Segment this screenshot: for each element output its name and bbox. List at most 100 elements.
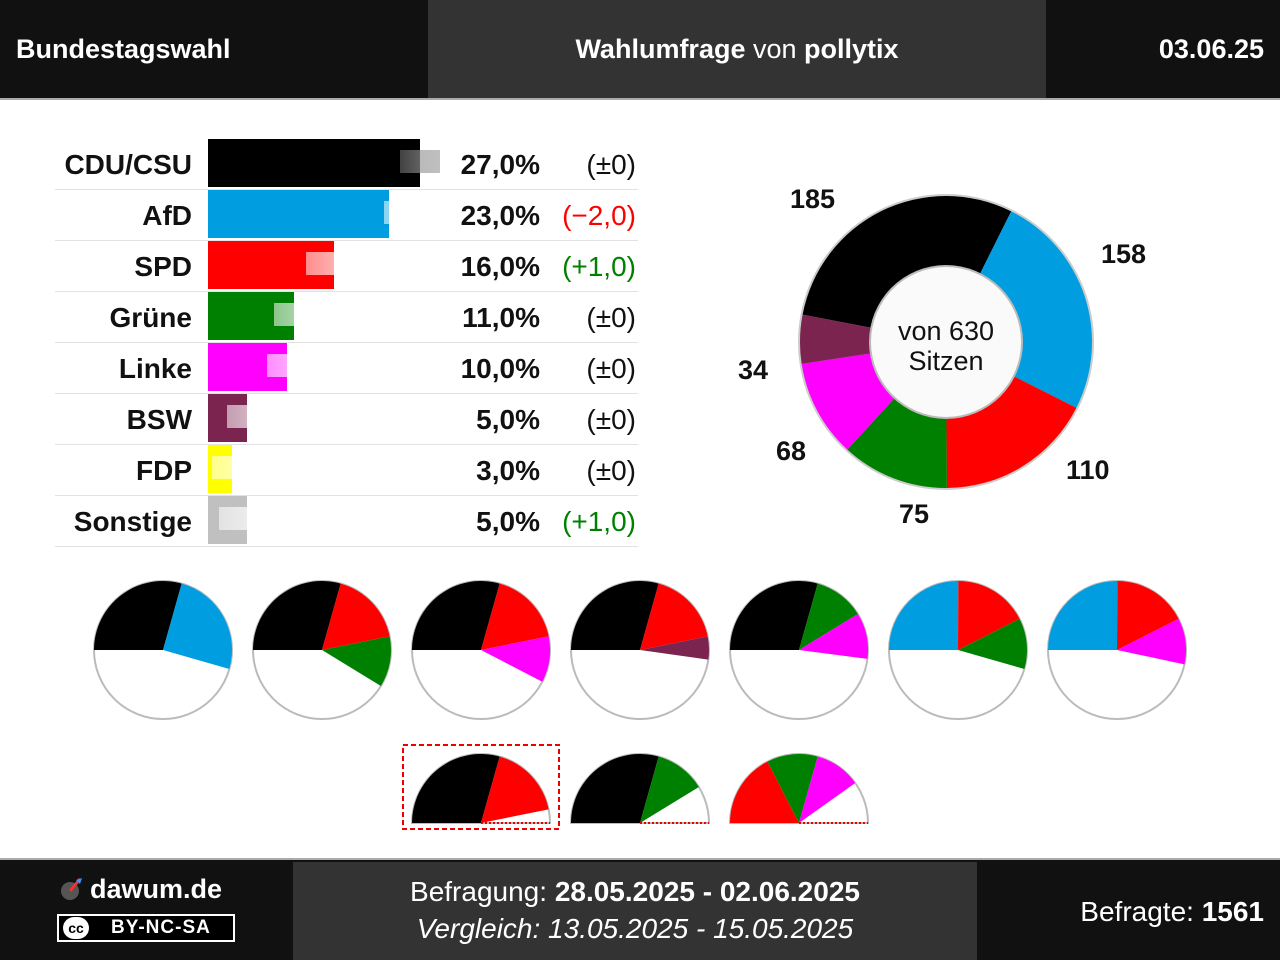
coalition-pie	[1047, 580, 1187, 720]
survey-period: Befragung: 28.05.2025 - 02.06.2025	[293, 876, 977, 908]
party-change: (±0)	[586, 149, 636, 180]
coalition-pie	[888, 580, 1028, 720]
coalition-slice	[481, 583, 549, 650]
coalition-slice	[322, 583, 390, 650]
respondents-count: 1561	[1201, 896, 1264, 927]
coalition-slice	[958, 581, 1020, 650]
coalition-slice	[93, 580, 182, 650]
coalition-slice	[730, 580, 818, 650]
party-change: (−2,0)	[562, 200, 636, 231]
seat-count-label: 110	[1066, 455, 1110, 485]
comparison-period: Vergleich: 13.05.2025 - 15.05.2025	[416, 913, 854, 944]
party-percentage: 5,0%	[476, 506, 540, 537]
brand[interactable]: dawum.de	[58, 874, 222, 905]
coalition-slice	[767, 754, 818, 823]
previous-value-marker	[212, 456, 252, 479]
party-percentage: 16,0%	[460, 251, 540, 282]
coalition-pie	[728, 753, 870, 824]
coalition-slice	[163, 583, 233, 670]
coalition-pie	[729, 580, 869, 720]
previous-value-marker	[274, 303, 314, 326]
previous-value-marker	[267, 354, 307, 377]
party-percentage: 5,0%	[476, 404, 540, 435]
coalition-slice	[412, 753, 500, 823]
survey-period-dates: 28.05.2025 - 02.06.2025	[554, 876, 860, 907]
party-name: BSW	[126, 404, 192, 435]
party-row: Sonstige 5,0% (+1,0)	[55, 496, 638, 547]
coalition-slice	[481, 756, 549, 823]
coalition-slice	[958, 618, 1027, 670]
election-title: Bundestagswahl	[16, 34, 231, 64]
coalition-slice	[1117, 618, 1186, 665]
creative-commons-icon: cc	[63, 917, 89, 939]
party-name: SPD	[134, 251, 192, 282]
header-divider	[0, 98, 1280, 100]
party-change: (±0)	[586, 404, 636, 435]
party-percentage: 10,0%	[460, 353, 540, 384]
party-row: AfD 23,0% (−2,0)	[55, 190, 638, 241]
coalition-slice	[640, 636, 709, 660]
footer-center-panel	[293, 862, 977, 960]
party-name: CDU/CSU	[64, 149, 192, 180]
seat-count-label: 75	[899, 499, 930, 529]
seat-count-label: 34	[738, 355, 769, 385]
coalition-slice	[730, 761, 799, 823]
coalition-slice	[889, 580, 959, 650]
license-text: BY-NC-SA	[111, 917, 211, 938]
party-change: (±0)	[586, 455, 636, 486]
survey-period-label: Befragung:	[410, 876, 555, 907]
party-percentage: 3,0%	[476, 455, 540, 486]
coalition-pie	[570, 580, 710, 720]
coalition-slice	[799, 614, 868, 659]
previous-value-marker	[219, 507, 259, 530]
party-change: (+1,0)	[562, 251, 636, 282]
coalition-slice	[571, 580, 659, 650]
party-change: (±0)	[586, 302, 636, 333]
coalition-slice	[253, 580, 341, 650]
previous-value-marker	[400, 150, 440, 173]
previous-value-marker	[227, 405, 267, 428]
party-bar	[208, 139, 420, 187]
coalition-slice	[799, 583, 858, 650]
coalition-slice	[1048, 581, 1118, 650]
coalition-slice	[640, 756, 699, 823]
coalition-pie	[402, 744, 560, 830]
coalition-pie	[252, 580, 392, 720]
seat-count-label: 185	[790, 184, 836, 214]
coalition-pie	[411, 580, 551, 720]
coalition-slice	[412, 580, 500, 650]
donut-center-line1: von 630	[897, 316, 995, 346]
coalition-slice	[322, 636, 391, 686]
coalition-pie	[93, 580, 233, 720]
coalition-slice	[1117, 581, 1179, 650]
previous-value-marker	[306, 252, 346, 275]
party-row: Grüne 11,0% (±0)	[55, 292, 638, 343]
dawum-logo-icon	[61, 878, 82, 900]
seat-count-label: 68	[776, 436, 807, 466]
previous-value-marker	[384, 201, 424, 224]
party-row: BSW 5,0% (±0)	[55, 394, 638, 445]
respondents-label: Befragte:	[1080, 896, 1202, 927]
party-name: Sonstige	[73, 506, 192, 537]
poll-title: Wahlumfrage von pollytix	[428, 34, 1046, 65]
coalition-pie	[569, 753, 711, 824]
poll-date: 03.06.25	[1158, 34, 1264, 64]
seat-distribution-donut	[798, 194, 1094, 490]
party-change: (±0)	[586, 353, 636, 384]
party-row: SPD 16,0% (+1,0)	[55, 241, 638, 292]
party-name: FDP	[136, 455, 192, 486]
party-name: Linke	[118, 353, 192, 384]
poll-title-main: Wahlumfrage	[575, 34, 746, 64]
poll-title-connector: von	[745, 34, 805, 64]
brand-name: dawum.de	[90, 874, 223, 904]
coalition-charts	[93, 580, 1187, 830]
header-center-panel	[428, 0, 1046, 98]
party-row: CDU/CSU 27,0% (±0)	[55, 139, 638, 190]
coalition-slice	[481, 636, 551, 682]
coalition-slice	[571, 753, 659, 823]
license-badge[interactable]: cc BY-NC-SA	[57, 914, 235, 942]
coalition-slice	[799, 756, 856, 823]
poll-source: pollytix	[804, 34, 899, 64]
seat-count-label: 158	[1101, 239, 1147, 269]
respondents: Befragte: 1561	[1080, 896, 1264, 928]
